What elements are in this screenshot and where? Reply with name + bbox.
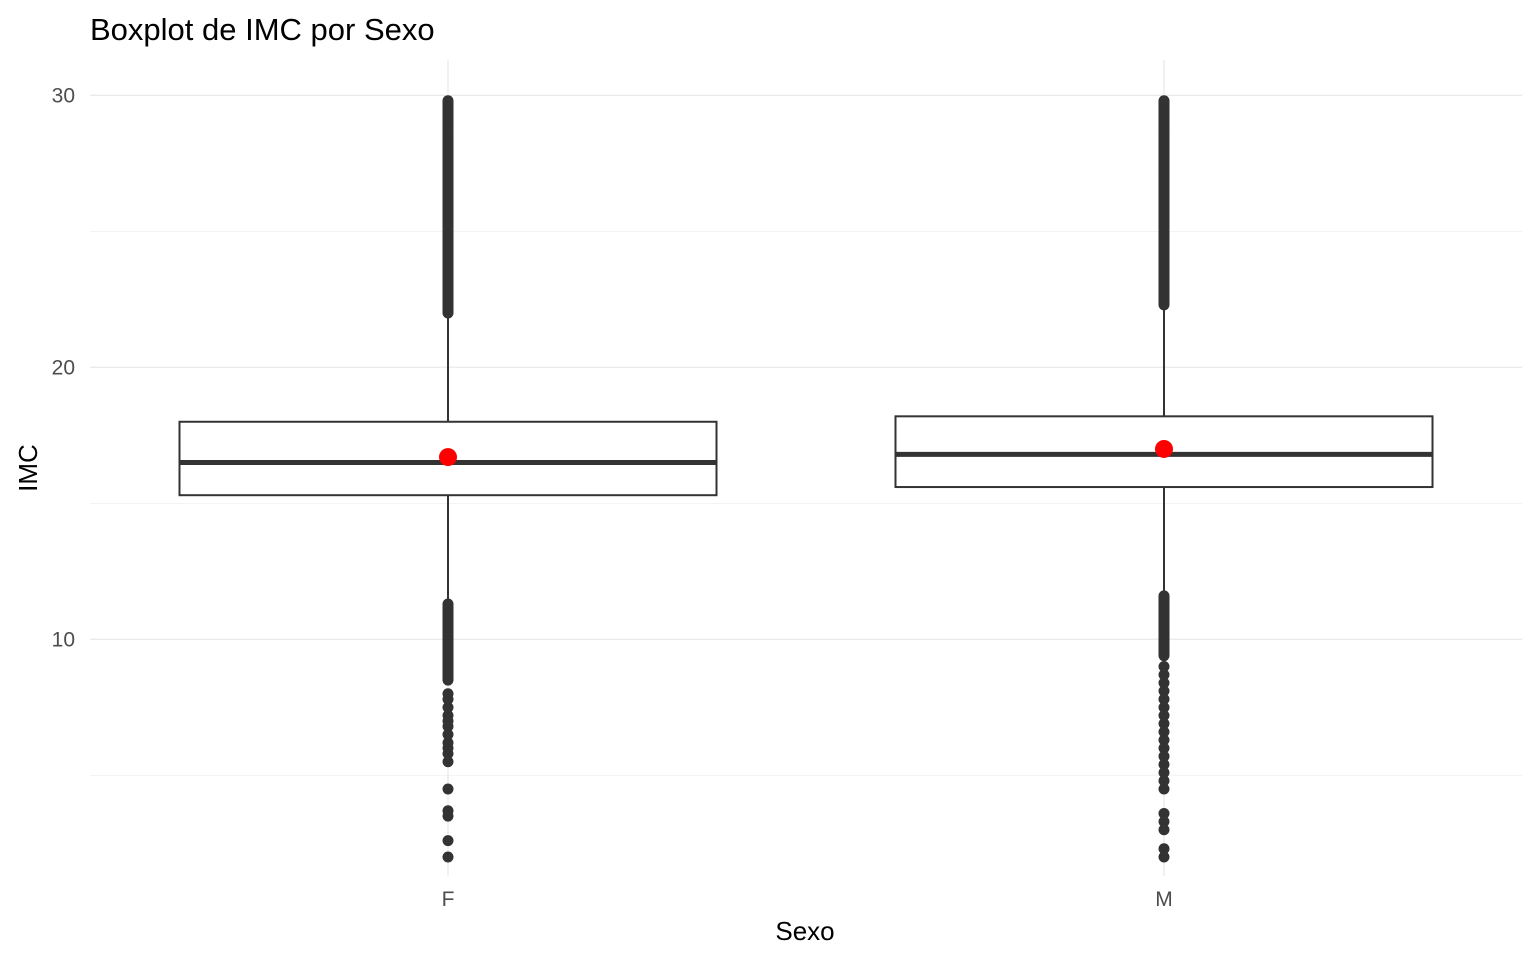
mean-point <box>439 448 457 467</box>
outlier-point <box>442 693 454 705</box>
outlier-point <box>1158 726 1170 738</box>
outlier-point <box>442 720 454 732</box>
outlier-point <box>442 810 454 822</box>
outlier-point <box>1158 851 1170 863</box>
boxes <box>178 95 1434 863</box>
outlier-point <box>442 756 454 768</box>
box-M <box>894 95 1434 863</box>
outlier-point <box>1158 677 1170 689</box>
y-tick-label: 10 <box>52 628 75 651</box>
outlier-point <box>1158 685 1170 697</box>
outlier-point <box>1158 767 1170 779</box>
outlier-point <box>442 851 454 863</box>
outlier-point <box>1158 95 1170 107</box>
mean-point <box>1155 439 1173 458</box>
outlier-point <box>442 748 454 760</box>
x-axis-title: Sexo <box>775 916 834 946</box>
outlier-point <box>1158 710 1170 722</box>
outlier-point <box>442 729 454 741</box>
outlier-point <box>1158 693 1170 705</box>
outlier-point <box>1158 807 1170 819</box>
outlier-point <box>1158 783 1170 795</box>
chart-title: Boxplot de IMC por Sexo <box>90 12 435 47</box>
outlier-point <box>442 835 454 847</box>
outlier-point <box>442 598 454 610</box>
outlier-point <box>1158 824 1170 836</box>
outlier-point <box>1158 590 1170 602</box>
outlier-point <box>1158 669 1170 681</box>
outlier-point <box>1158 661 1170 673</box>
outlier-point <box>1158 701 1170 713</box>
outlier-point <box>1158 816 1170 828</box>
y-axis-title: IMC <box>13 444 43 492</box>
box-F <box>178 95 718 863</box>
x-tick-label: F <box>442 888 455 911</box>
x-tick-label: M <box>1155 888 1173 911</box>
outlier-point <box>442 701 454 713</box>
outlier-point <box>1158 843 1170 855</box>
outlier-point <box>1158 775 1170 787</box>
outlier-point <box>1158 758 1170 770</box>
outlier-point <box>1158 742 1170 754</box>
y-tick-label: 30 <box>52 84 75 107</box>
y-tick-label: 20 <box>52 356 75 379</box>
outlier-point <box>1158 718 1170 730</box>
outlier-point <box>1158 750 1170 762</box>
outlier-point <box>442 783 454 795</box>
outlier-point <box>1158 734 1170 746</box>
y-axis-ticks: 10 20 30 <box>52 84 75 651</box>
outlier-point <box>442 95 454 107</box>
